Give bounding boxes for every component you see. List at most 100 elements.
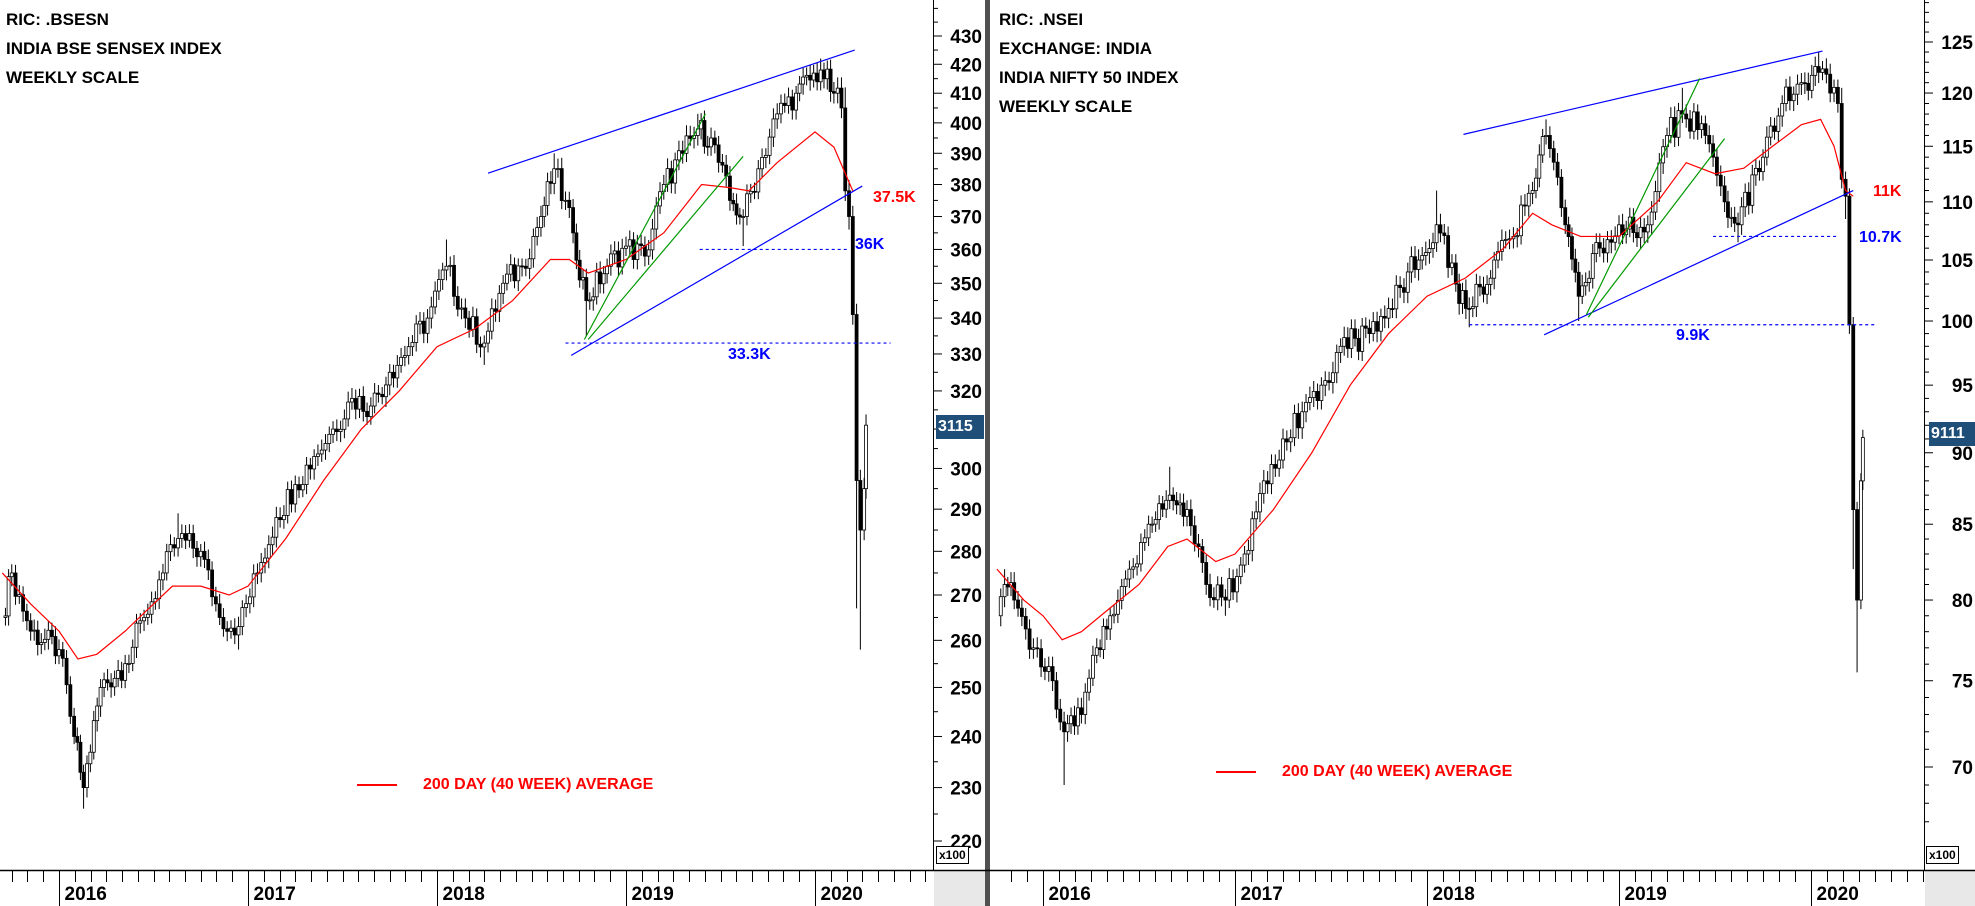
candle-up: [1288, 437, 1293, 443]
candle-up: [998, 596, 1003, 617]
candle-up: [1795, 83, 1800, 95]
candle-down: [1398, 284, 1403, 288]
candle-down: [1478, 283, 1482, 288]
candle-down: [210, 569, 214, 598]
candle-down: [1035, 647, 1040, 650]
y-tick-label: 270: [950, 586, 982, 607]
x-tick-label: 2019: [632, 884, 674, 905]
candle-down: [1772, 125, 1777, 132]
candle-down: [1211, 597, 1216, 601]
candle-down: [195, 547, 199, 558]
candle-up: [531, 236, 536, 260]
candle-up: [1859, 480, 1863, 601]
candle-up: [1164, 499, 1169, 510]
candle-down: [808, 74, 813, 81]
candle-up: [489, 308, 494, 332]
candle-up: [1515, 235, 1520, 238]
candle-up: [1300, 411, 1305, 429]
candle-down: [1642, 226, 1647, 233]
candle-up: [620, 247, 625, 268]
candle-up: [1776, 115, 1781, 132]
candle-down: [1457, 283, 1462, 304]
candle-down: [452, 264, 456, 297]
candle-up: [1768, 125, 1773, 138]
candle-up: [1108, 615, 1113, 630]
candle-up: [605, 265, 609, 275]
candle-down: [1467, 308, 1472, 310]
candle-up: [1394, 284, 1399, 310]
candle-up: [1331, 372, 1335, 383]
ma-legend: 200 DAY (40 WEEK) AVERAGE: [357, 776, 653, 794]
candle-up: [1496, 251, 1500, 261]
candle-up: [508, 264, 513, 275]
candle-down: [1726, 201, 1730, 218]
candle-up: [745, 193, 749, 217]
candle-down: [297, 484, 301, 491]
candle-up: [304, 464, 309, 485]
candle-up: [285, 489, 290, 516]
candle-up: [1594, 242, 1599, 255]
candle-up: [444, 265, 449, 271]
candle-up: [763, 154, 768, 158]
candle-up: [581, 277, 585, 281]
candle-up: [270, 536, 275, 546]
candle-up: [767, 136, 772, 156]
candle-down: [1353, 328, 1357, 339]
candle-down: [64, 657, 69, 686]
candle-down: [1609, 239, 1614, 243]
y-tick-label: 125: [1941, 33, 1973, 54]
candle-down: [822, 69, 826, 80]
candle-down: [1054, 680, 1059, 710]
candle-up: [1668, 117, 1673, 136]
candle-up: [1254, 511, 1259, 520]
candle-down: [1204, 562, 1209, 585]
candle-up: [9, 572, 14, 578]
candle-down: [858, 480, 863, 531]
candle-down: [680, 150, 685, 154]
candle-down: [1563, 207, 1568, 226]
y-tick-label: 300: [950, 459, 982, 480]
candle-up: [545, 181, 550, 206]
candle-down: [78, 741, 83, 773]
candle-up: [505, 273, 509, 284]
y-tick-label: 250: [950, 678, 982, 699]
candle-up: [1649, 211, 1654, 226]
ma-legend-swatch: [1216, 771, 1256, 773]
candle-up: [448, 264, 453, 267]
candle-up: [1371, 321, 1376, 334]
candle-down: [1559, 176, 1564, 209]
candle-down: [1802, 82, 1807, 85]
candle-up: [1349, 328, 1354, 349]
bsesn-header: RIC: .BSESN INDIA BSE SENSEX INDEX WEEKL…: [6, 5, 222, 92]
candle-up: [1046, 666, 1051, 672]
candle-up: [134, 622, 139, 648]
candle-down: [478, 343, 483, 348]
candle-down: [1402, 287, 1406, 293]
candle-up: [539, 216, 543, 229]
candle-down: [1219, 584, 1224, 598]
candle-up: [1069, 715, 1073, 725]
candle-down: [28, 620, 33, 632]
exchange-label: EXCHANGE: INDIA: [999, 39, 1153, 58]
candle-up: [1031, 647, 1036, 650]
candle-up: [1157, 503, 1162, 520]
candle-up: [1499, 240, 1504, 252]
last-price-tag: 9111: [1929, 422, 1975, 446]
candle-up: [1101, 625, 1106, 651]
candle-down: [571, 207, 575, 234]
candle-up: [236, 626, 241, 636]
y-tick-label: 390: [950, 144, 982, 165]
candle-up: [293, 484, 298, 505]
panel-divider[interactable]: [985, 0, 990, 906]
x-tick-label: 2016: [65, 884, 107, 905]
candle-up: [263, 557, 267, 563]
candle-up: [516, 265, 521, 282]
candle-up: [1142, 537, 1147, 543]
candle-up: [1470, 306, 1475, 309]
candle-down: [1039, 648, 1043, 668]
candle-up: [1123, 578, 1128, 587]
candle-up: [804, 74, 809, 78]
y-tick-label: 430: [950, 27, 982, 48]
candle-up: [1246, 549, 1251, 555]
